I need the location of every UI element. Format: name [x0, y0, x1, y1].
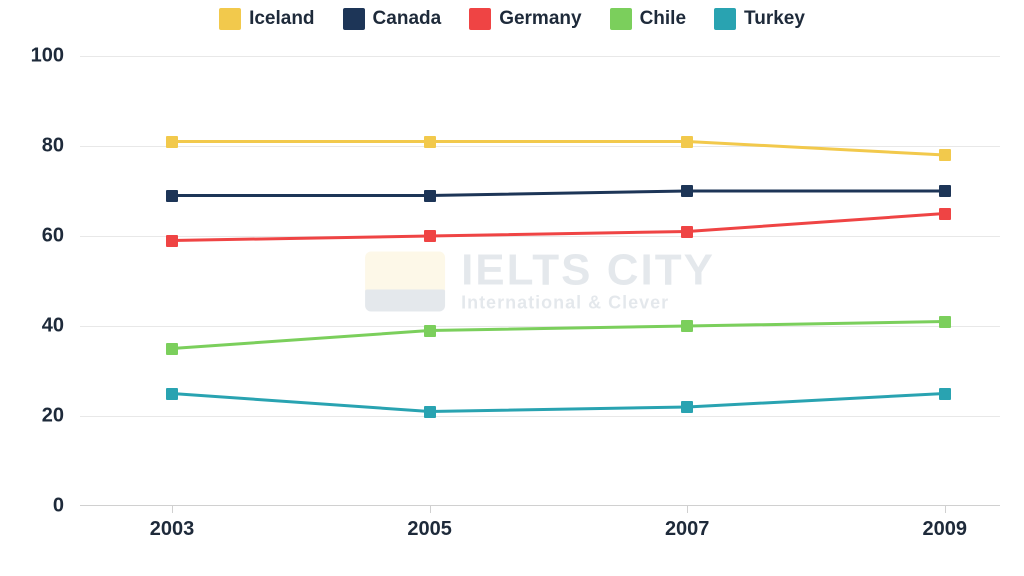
legend-item-turkey: Turkey: [714, 8, 805, 30]
legend-swatch: [469, 8, 491, 30]
x-tick: [945, 506, 946, 513]
x-tick-label: 2003: [150, 518, 195, 541]
marker-canada: [166, 190, 178, 202]
marker-germany: [166, 235, 178, 247]
legend-swatch: [714, 8, 736, 30]
legend-item-chile: Chile: [610, 8, 686, 30]
marker-turkey: [166, 388, 178, 400]
marker-germany: [681, 226, 693, 238]
x-tick: [172, 506, 173, 513]
marker-chile: [939, 316, 951, 328]
legend-label: Canada: [373, 8, 442, 30]
series-line-chile: [172, 322, 945, 349]
marker-turkey: [681, 401, 693, 413]
y-tick-label: 0: [53, 495, 64, 518]
legend-item-germany: Germany: [469, 8, 581, 30]
line-chart: Iceland Canada Germany Chile Turkey IELTS CI…: [0, 0, 1024, 576]
legend-item-canada: Canada: [343, 8, 442, 30]
marker-chile: [681, 320, 693, 332]
legend-item-iceland: Iceland: [219, 8, 314, 30]
legend-swatch: [610, 8, 632, 30]
y-tick-label: 80: [42, 135, 64, 158]
x-tick: [687, 506, 688, 513]
series-line-canada: [172, 191, 945, 196]
y-tick-label: 60: [42, 225, 64, 248]
marker-iceland: [939, 149, 951, 161]
series-line-iceland: [172, 142, 945, 156]
marker-canada: [939, 185, 951, 197]
series-line-germany: [172, 214, 945, 241]
x-tick: [430, 506, 431, 513]
marker-chile: [424, 325, 436, 337]
y-tick-label: 40: [42, 315, 64, 338]
plot-area: IELTS CITY International & Clever 020406…: [80, 56, 1000, 506]
marker-iceland: [681, 136, 693, 148]
series-svg: [80, 56, 1000, 506]
y-tick-label: 100: [31, 45, 64, 68]
marker-canada: [424, 190, 436, 202]
y-tick-label: 20: [42, 405, 64, 428]
marker-germany: [424, 230, 436, 242]
marker-turkey: [424, 406, 436, 418]
legend-label: Chile: [640, 8, 686, 30]
marker-iceland: [166, 136, 178, 148]
marker-canada: [681, 185, 693, 197]
legend-swatch: [343, 8, 365, 30]
x-tick-label: 2009: [923, 518, 968, 541]
marker-chile: [166, 343, 178, 355]
legend-label: Turkey: [744, 8, 805, 30]
legend-label: Germany: [499, 8, 581, 30]
marker-turkey: [939, 388, 951, 400]
x-tick-label: 2005: [407, 518, 452, 541]
legend: Iceland Canada Germany Chile Turkey: [0, 8, 1024, 30]
marker-germany: [939, 208, 951, 220]
x-tick-label: 2007: [665, 518, 710, 541]
series-line-turkey: [172, 394, 945, 412]
legend-label: Iceland: [249, 8, 314, 30]
legend-swatch: [219, 8, 241, 30]
marker-iceland: [424, 136, 436, 148]
